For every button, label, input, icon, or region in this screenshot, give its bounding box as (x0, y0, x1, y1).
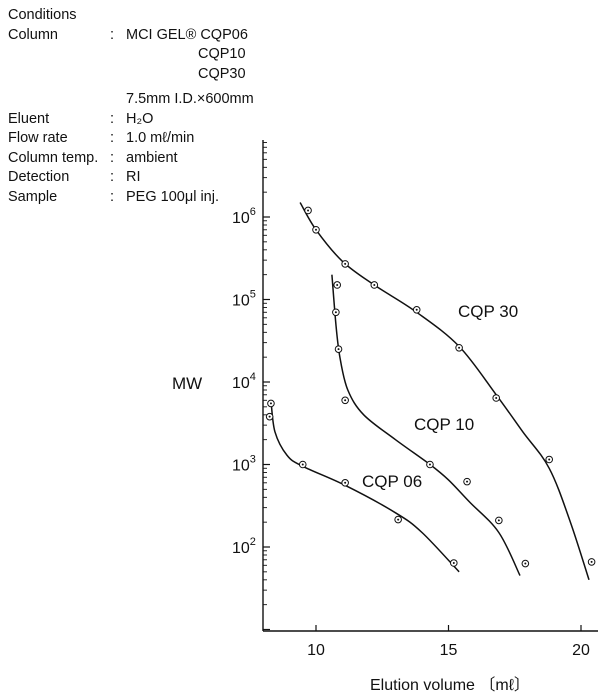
data-point-cqp-30 (370, 281, 379, 289)
condition-row-column: Column : MCI GEL® CQP06 (8, 26, 254, 46)
point-dot (334, 311, 337, 314)
condition-label: Eluent (8, 110, 50, 127)
condition-row-dimensions: 7.5mm I.D.×600mm (8, 90, 254, 110)
point-dot (315, 228, 317, 231)
condition-value: 7.5mm I.D.×600mm (126, 91, 254, 107)
data-point-cqp-06 (450, 559, 458, 567)
point-dot (301, 463, 304, 466)
condition-row-detection: Detection : RI (8, 168, 254, 188)
data-point-cqp-10 (495, 516, 503, 525)
data-point-cqp-30 (412, 306, 421, 314)
y-tick-label: 103 (232, 454, 256, 475)
conditions-heading: Conditions (8, 7, 77, 23)
data-point-cqp-30 (587, 558, 596, 566)
condition-label: Detection (8, 169, 70, 185)
point-dot (307, 209, 310, 212)
colon: : (110, 149, 115, 166)
condition-value: RI (126, 169, 141, 185)
colon: : (110, 26, 115, 43)
condition-value: CQP10 (198, 46, 246, 62)
colon: : (110, 188, 115, 205)
condition-label: Column (8, 26, 58, 43)
condition-row-column-3: CQP30 (8, 65, 254, 85)
data-point-cqp-10 (341, 396, 349, 405)
point-dot (337, 348, 340, 351)
condition-row-sample: Sample : PEG 100μl inj. (8, 188, 254, 208)
point-dot (495, 396, 498, 399)
series-label: CQP 10 (414, 415, 474, 434)
chart-labels: CQP 06 CQP 10 CQP 30 (362, 302, 518, 491)
data-point-cqp-06 (265, 412, 274, 421)
data-point-cqp-30 (545, 455, 554, 464)
y-tick-label: 104 (232, 371, 256, 392)
data-point-cqp-10 (426, 460, 434, 469)
condition-value: PEG 100μl inj. (126, 188, 219, 205)
condition-value: H₂O (126, 110, 154, 127)
point-dot (268, 415, 271, 418)
point-dot (428, 463, 431, 466)
point-dot (548, 458, 551, 461)
condition-row-eluent: Eluent : H₂O (8, 110, 254, 130)
chart-axes: 10 15 20 102 103 104 105 106 (232, 140, 598, 659)
data-point-cqp-06 (394, 515, 402, 524)
point-dot (466, 480, 469, 483)
condition-label: Sample (8, 188, 58, 205)
point-dot (590, 560, 593, 563)
data-point-cqp-30 (492, 394, 501, 402)
data-point-cqp-10 (333, 281, 342, 289)
point-dot (452, 561, 455, 564)
data-point-cqp-30 (312, 225, 320, 234)
colon: : (110, 169, 115, 185)
chart-curves (270, 202, 590, 581)
point-dot (344, 481, 347, 484)
condition-label: Flow rate (8, 130, 68, 146)
point-dot (269, 402, 272, 405)
data-point-cqp-10 (521, 559, 530, 568)
data-point-cqp-10 (332, 308, 340, 317)
series-line-cqp-30 (299, 202, 590, 581)
point-dot (458, 346, 461, 349)
y-tick-label: 105 (232, 289, 256, 310)
point-dot (344, 399, 347, 402)
condition-value: CQP30 (198, 65, 246, 82)
x-tick-label: 15 (440, 642, 458, 659)
data-point-cqp-06 (298, 460, 307, 469)
condition-row-column-temp: Column temp. : ambient (8, 149, 254, 169)
data-point-cqp-30 (341, 260, 349, 268)
point-dot (524, 562, 527, 565)
colon: : (110, 130, 115, 146)
y-tick-label: 106 (232, 206, 256, 227)
series-line-cqp-06 (270, 400, 460, 573)
x-tick-label: 20 (572, 642, 590, 659)
point-dot (373, 283, 376, 286)
data-point-cqp-30 (455, 343, 463, 352)
condition-value: MCI GEL® CQP06 (126, 26, 248, 43)
point-dot (415, 308, 418, 311)
series-label: CQP 30 (458, 302, 518, 321)
data-point-cqp-10 (334, 345, 343, 353)
condition-value: ambient (126, 149, 178, 166)
data-point-cqp-10 (463, 477, 471, 486)
colon: : (110, 110, 115, 127)
y-axis-label: MW (172, 374, 202, 393)
data-point-cqp-30 (304, 206, 312, 215)
condition-label: Column temp. (8, 149, 99, 166)
point-dot (344, 262, 347, 265)
x-tick-label: 10 (307, 642, 325, 659)
condition-row-column-2: CQP10 (8, 45, 254, 65)
x-axis-label: Elution volume 〔mℓ〕 (370, 676, 530, 694)
data-point-cqp-06 (267, 399, 275, 408)
condition-value: 1.0 mℓ/min (126, 130, 195, 146)
series-label: CQP 06 (362, 472, 422, 491)
point-dot (336, 283, 339, 286)
chart-points (265, 206, 596, 568)
point-dot (497, 519, 500, 522)
condition-row-flow-rate: Flow rate : 1.0 mℓ/min (8, 129, 254, 149)
conditions-block: Conditions Column : MCI GEL® CQP06 CQP10… (8, 6, 254, 207)
data-point-cqp-06 (341, 479, 349, 487)
y-tick-label: 102 (232, 536, 256, 557)
point-dot (397, 518, 400, 521)
